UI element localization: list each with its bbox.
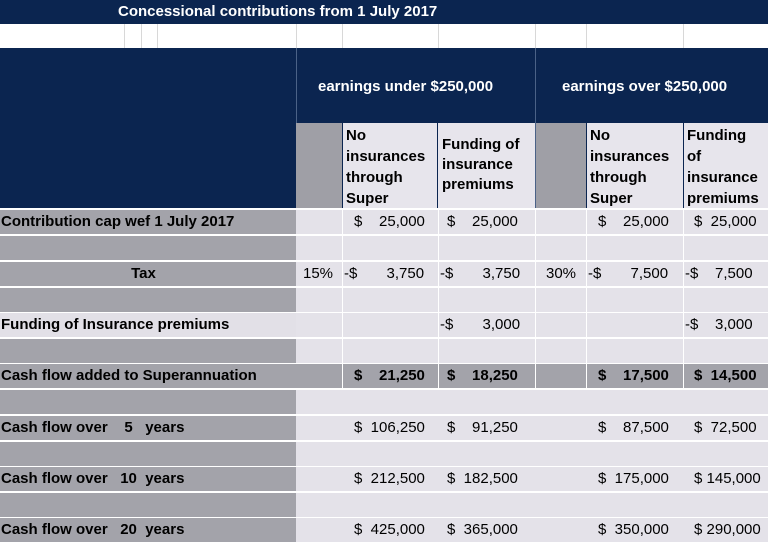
row-label: Cash flow over 20 years xyxy=(0,518,296,542)
cell-under-funding: $ 25,000 xyxy=(447,213,518,230)
table-row-tax: Tax 15% -$ 3,750 -$ 3,750 30% -$ 7,500 -… xyxy=(0,261,768,286)
cell-under-funding: $ 91,250 xyxy=(447,419,518,436)
cell-over-no-ins: $ 87,500 xyxy=(598,419,669,436)
row-label xyxy=(0,390,296,414)
row-label: Cash flow over 10 years xyxy=(0,467,296,491)
row-label: Tax xyxy=(0,262,296,286)
cell-under-no-ins: -$ 3,750 xyxy=(344,265,425,282)
cell-under-funding: $ 365,000 xyxy=(447,521,518,538)
row-label xyxy=(0,493,296,517)
subhead-no-insurance-under: No insurances through Super xyxy=(343,123,437,208)
cell-under-funding: -$ 3,000 xyxy=(440,316,521,333)
row-label: Cash flow added to Superannuation xyxy=(0,364,296,388)
cell-over-funding: $ 14,500 xyxy=(694,367,757,384)
cell-over-no-ins: $ 350,000 xyxy=(598,521,669,538)
row-label xyxy=(0,236,296,260)
table-row-cash-flow-added: Cash flow added to Superannuation $ 21,2… xyxy=(0,363,768,388)
cell-under-no-ins: $ 212,500 xyxy=(354,470,425,487)
cell-under-no-ins: $ 25,000 xyxy=(354,213,425,230)
cell-over-funding: $ 290,000 xyxy=(694,521,761,538)
row-label xyxy=(0,288,296,312)
table-row-contribution-cap: Contribution cap wef 1 July 2017 $ 25,00… xyxy=(0,209,768,234)
row-label xyxy=(0,339,296,363)
cell-rate-over: 30% xyxy=(546,265,577,282)
cell-over-funding: -$ 3,000 xyxy=(685,316,753,333)
cell-over-no-ins: -$ 7,500 xyxy=(588,265,669,282)
cell-over-funding: $ 145,000 xyxy=(694,470,761,487)
cell-under-no-ins: $ 21,250 xyxy=(354,367,425,384)
row-label xyxy=(0,442,296,466)
subhead-rate-over xyxy=(536,123,586,208)
table-row-empty xyxy=(0,389,768,414)
cell-under-no-ins: $ 425,000 xyxy=(354,521,425,538)
cell-rate-under: 15% xyxy=(303,265,334,282)
group-label-over: earnings over $250,000 xyxy=(562,78,728,95)
subhead-no-insurance-over: No insurances through Super xyxy=(587,123,683,208)
cell-over-no-ins: $ 175,000 xyxy=(598,470,669,487)
subhead-funding-under: Funding of insurance premiums xyxy=(438,123,535,208)
subhead-rate-under xyxy=(296,123,342,208)
table-row-insurance-premiums: Funding of Insurance premiums -$ 3,000 -… xyxy=(0,312,768,337)
cell-under-no-ins: $ 106,250 xyxy=(354,419,425,436)
cell-under-funding: $ 18,250 xyxy=(447,367,518,384)
table-row-empty xyxy=(0,287,768,312)
row-label: Contribution cap wef 1 July 2017 xyxy=(0,210,296,234)
cell-over-funding: -$ 7,500 xyxy=(685,265,753,282)
table-row-5-years: Cash flow over 5 years $ 106,250 $ 91,25… xyxy=(0,415,768,440)
table-row-empty xyxy=(0,441,768,466)
spacer-row xyxy=(0,24,768,48)
row-label: Cash flow over 5 years xyxy=(0,416,296,440)
cell-under-funding: -$ 3,750 xyxy=(440,265,521,282)
table-row-20-years: Cash flow over 20 years $ 425,000 $ 365,… xyxy=(0,517,768,542)
cell-over-funding: $ 72,500 xyxy=(694,419,757,436)
cell-over-funding: $ 25,000 xyxy=(694,213,757,230)
table-row-empty xyxy=(0,235,768,260)
cell-over-no-ins: $ 25,000 xyxy=(598,213,669,230)
group-label-under: earnings under $250,000 xyxy=(318,78,494,95)
cell-under-funding: $ 182,500 xyxy=(447,470,518,487)
sheet-title: Concessional contributions from 1 July 2… xyxy=(118,3,438,20)
cell-over-no-ins: $ 17,500 xyxy=(598,367,669,384)
table-row-empty xyxy=(0,492,768,517)
title-bar: Concessional contributions from 1 July 2… xyxy=(0,0,768,24)
table-row-10-years: Cash flow over 10 years $ 212,500 $ 182,… xyxy=(0,466,768,491)
table-row-empty xyxy=(0,338,768,363)
subhead-funding-over: Funding of insurance premiums xyxy=(684,123,768,208)
row-label: Funding of Insurance premiums xyxy=(0,313,296,337)
